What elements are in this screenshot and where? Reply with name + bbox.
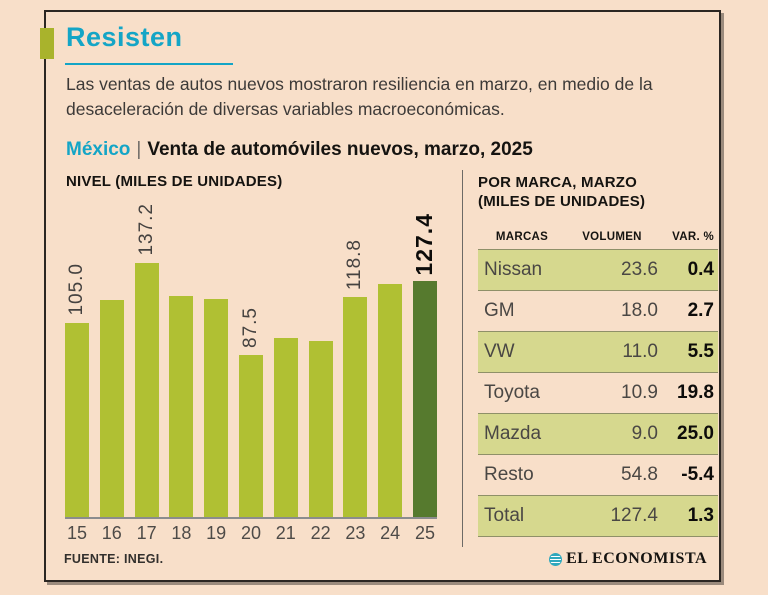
- bar-24: [378, 284, 403, 517]
- table-row: Nissan 23.6 0.4: [478, 249, 718, 290]
- bar-cell: [273, 192, 298, 517]
- table-cell-marca: VW: [484, 341, 515, 362]
- table-cell-volumen: 11.0: [622, 341, 658, 362]
- x-axis-label: 19: [206, 523, 227, 543]
- x-axis-label: 16: [101, 523, 122, 543]
- bar-cell: [378, 192, 403, 517]
- bar-value-label: 137.2: [135, 203, 157, 256]
- table-row: Mazda 9.0 25.0: [478, 413, 718, 454]
- x-axis-label: 18: [171, 523, 192, 543]
- bar-value-label: 105.0: [66, 263, 87, 316]
- el-economista-globe-icon: [549, 552, 563, 566]
- description-text: Las ventas de autos nuevos mostraron res…: [66, 74, 653, 119]
- title-underline: [65, 63, 233, 65]
- table-cell-marca: Mazda: [484, 423, 542, 444]
- table-cell-marca: Toyota: [484, 382, 540, 403]
- table-cell-marca: Total: [484, 505, 525, 526]
- bar-22: [308, 341, 333, 517]
- bar-cell: 127.4: [411, 192, 438, 517]
- x-axis-label: 25: [414, 523, 435, 543]
- x-axis-label: 21: [275, 523, 296, 543]
- bar-cell: 118.8: [343, 192, 368, 517]
- column-header-marcas: MARCAS: [495, 231, 549, 243]
- table-row: GM 18.0 2.7: [478, 290, 718, 331]
- bar-18: [169, 296, 194, 517]
- table-cell-var: 25.0: [677, 423, 714, 444]
- bar-cell: 87.5: [238, 192, 263, 517]
- bar-plot: 105.0 137.2 87.5 118.8 127.4: [65, 192, 437, 519]
- table-cell-marca: Nissan: [484, 259, 543, 280]
- table-cell-volumen: 23.6: [621, 259, 658, 280]
- table-cell-var: -5.4: [681, 464, 714, 485]
- chart-title: NIVEL (MILES DE UNIDADES): [66, 173, 283, 190]
- table-cell-volumen: 54.8: [621, 464, 658, 485]
- publisher-logo: EL ECONOMISTA: [549, 550, 707, 568]
- x-axis-label: 20: [240, 523, 261, 543]
- kicker-country: México: [66, 139, 131, 160]
- table-cell-var: 1.3: [687, 505, 714, 526]
- bar-16: [99, 300, 124, 517]
- kicker-separator: |: [136, 139, 142, 160]
- bar-cell: [204, 192, 229, 517]
- table-row: Resto 54.8 -5.4: [478, 454, 718, 495]
- table-cell-volumen: 9.0: [631, 423, 658, 444]
- bar-value-label: 127.4: [411, 213, 438, 276]
- title-marker-square: [40, 28, 54, 59]
- brand-table-body: Nissan 23.6 0.4 GM 18.0 2.7 VW 11.0 5.5 Toyota 10.…: [478, 249, 718, 537]
- table-row: Toyota 10.9 19.8: [478, 372, 718, 413]
- x-axis-label: 22: [310, 523, 331, 543]
- table-cell-var: 5.5: [687, 341, 714, 362]
- bar-20: [238, 355, 263, 517]
- bar-cell: [99, 192, 124, 517]
- brand-table: POR MARCA, MARZO (MILES DE UNIDADES) MAR…: [478, 173, 718, 537]
- bar-19: [204, 299, 229, 517]
- x-axis-labels: 15 16 17 18 19 20 21 22 23 24 25: [65, 523, 437, 544]
- table-cell-marca: GM: [484, 300, 515, 321]
- page-title: Resisten: [66, 22, 183, 52]
- infographic-frame: Resisten Las ventas de autos nuevos most…: [40, 10, 721, 582]
- table-cell-volumen: 10.9: [621, 382, 658, 403]
- table-cell-var: 19.8: [677, 382, 714, 403]
- bar-25: [412, 281, 437, 517]
- column-header-volumen: VOLUMEN: [582, 231, 642, 243]
- bar-value-label: 87.5: [239, 307, 261, 348]
- table-row: VW 11.0 5.5: [478, 331, 718, 372]
- table-title-line2: (MILES DE UNIDADES): [478, 193, 646, 210]
- x-axis-label: 23: [345, 523, 366, 543]
- table-cell-var: 0.4: [687, 259, 714, 280]
- bar-cell: 137.2: [134, 192, 159, 517]
- bar-cell: [169, 192, 194, 517]
- kicker-subject: Venta de automóviles nuevos, marzo, 2025: [147, 139, 533, 160]
- table-cell-marca: Resto: [484, 464, 534, 485]
- bar-value-label: 118.8: [344, 238, 366, 290]
- bar-15: [65, 323, 89, 517]
- bar-cell: [308, 192, 333, 517]
- bar-17: [134, 263, 159, 517]
- table-title: POR MARCA, MARZO (MILES DE UNIDADES): [478, 173, 718, 211]
- publisher-name: EL ECONOMISTA: [566, 550, 707, 567]
- table-row: Total 127.4 1.3: [478, 495, 718, 537]
- chart-kicker: México | Venta de automóviles nuevos, marz…: [66, 139, 533, 161]
- bar-21: [273, 338, 298, 517]
- source-note: FUENTE: INEGI.: [64, 552, 164, 566]
- x-axis-label: 24: [380, 523, 401, 543]
- bar-23: [343, 297, 368, 517]
- bar-cell: 105.0: [65, 192, 89, 517]
- column-header-var: VAR. %: [672, 231, 714, 243]
- x-axis-label: 15: [66, 523, 88, 543]
- table-cell-volumen: 18.0: [621, 300, 658, 321]
- table-cell-volumen: 127.4: [610, 505, 658, 526]
- table-title-line1: POR MARCA, MARZO: [478, 174, 638, 191]
- x-axis-label: 17: [136, 523, 157, 543]
- table-header-row: MARCAS VOLUMEN VAR. %: [478, 231, 718, 249]
- table-cell-var: 2.7: [687, 300, 714, 321]
- column-divider: [462, 170, 463, 547]
